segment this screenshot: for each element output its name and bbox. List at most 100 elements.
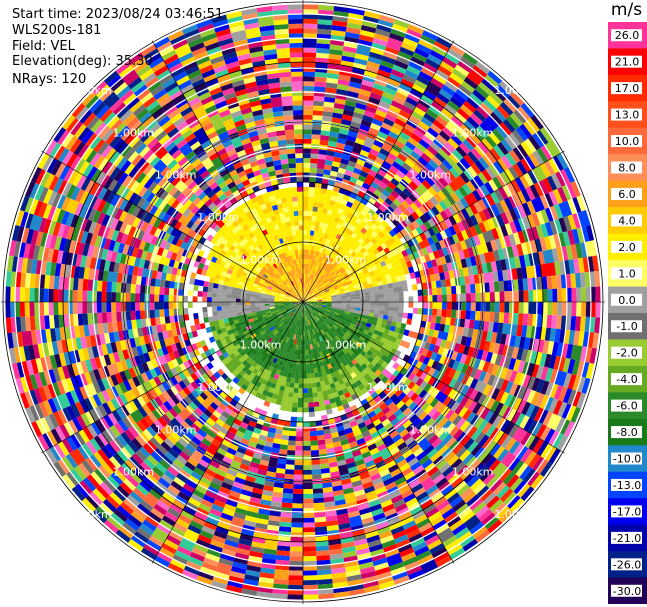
velocity-gate: [585, 286, 591, 302]
velocity-gate: [330, 361, 336, 368]
velocity-gate: [321, 178, 329, 185]
velocity-gate: [361, 321, 367, 327]
velocity-gate: [346, 385, 356, 397]
velocity-gate: [182, 569, 199, 580]
velocity-gate: [314, 327, 319, 333]
velocity-gate: [193, 313, 199, 320]
velocity-gate: [321, 316, 327, 321]
velocity-gate: [349, 176, 358, 184]
velocity-gate: [300, 340, 303, 346]
velocity-gate: [383, 508, 397, 518]
velocity-gate: [479, 102, 494, 116]
velocity-gate: [465, 257, 472, 268]
velocity-gate: [355, 265, 362, 271]
velocity-gate: [365, 384, 373, 392]
velocity-gate: [319, 310, 325, 314]
velocity-gate: [375, 521, 389, 531]
velocity-gate: [415, 217, 424, 227]
velocity-gate: [312, 211, 318, 217]
velocity-gate: [441, 309, 447, 318]
velocity-gate: [311, 313, 319, 322]
velocity-gate: [407, 313, 413, 320]
velocity-gate: [559, 419, 571, 435]
velocity-gate: [332, 156, 342, 163]
velocity-gate: [372, 282, 379, 287]
velocity-gate: [306, 335, 309, 341]
velocity-gate: [314, 255, 318, 261]
velocity-gate: [497, 343, 505, 356]
velocity-gate: [365, 295, 371, 299]
velocity-gate: [431, 547, 447, 559]
velocity-gate: [333, 286, 339, 290]
velocity-gate: [303, 230, 307, 235]
velocity-gate: [330, 327, 336, 333]
velocity-gate: [503, 280, 510, 292]
velocity-gate: [351, 449, 362, 458]
velocity-gate: [465, 310, 471, 320]
velocity-gate: [305, 349, 309, 355]
velocity-gate: [353, 489, 366, 497]
velocity-gate: [288, 575, 303, 581]
velocity-gate: [427, 466, 439, 477]
velocity-gate: [314, 290, 320, 295]
velocity-gate: [358, 561, 374, 570]
velocity-gate: [387, 239, 403, 252]
velocity-gate: [429, 397, 439, 408]
velocity-gate: [401, 200, 410, 209]
velocity-gate: [307, 302, 313, 304]
velocity-gate: [257, 513, 270, 521]
velocity-gate: [337, 389, 344, 397]
velocity-gate: [429, 196, 439, 207]
velocity-gate: [338, 522, 351, 530]
velocity-gate: [303, 167, 310, 173]
velocity-gate: [329, 170, 338, 177]
velocity-gate: [307, 303, 313, 305]
velocity-gate: [317, 578, 333, 585]
velocity-gate: [459, 420, 470, 432]
velocity-gate: [287, 445, 296, 451]
velocity-gate: [519, 255, 526, 268]
velocity-gate: [465, 387, 475, 398]
velocity-gate: [316, 241, 323, 252]
velocity-gate: [344, 289, 350, 293]
velocity-gate: [266, 391, 274, 398]
velocity-gate: [378, 100, 391, 110]
velocity-gate: [319, 324, 325, 330]
velocity-gate: [185, 560, 202, 571]
velocity-gate: [317, 574, 333, 580]
velocity-gate: [355, 179, 364, 187]
velocity-gate: [276, 550, 290, 557]
velocity-gate: [356, 158, 366, 167]
velocity-gate: [331, 306, 351, 312]
velocity-gate: [499, 291, 505, 302]
velocity-gate: [399, 131, 411, 141]
velocity-gate: [168, 295, 174, 302]
velocity-gate: [544, 221, 554, 237]
velocity-gate: [406, 356, 415, 365]
velocity-gate: [418, 424, 429, 434]
velocity-gate: [401, 249, 409, 258]
velocity-gate: [357, 383, 366, 391]
velocity-gate: [415, 277, 422, 284]
velocity-gate: [470, 302, 476, 311]
velocity-gate: [556, 434, 569, 451]
velocity-gate: [544, 192, 554, 208]
velocity-gate: [466, 180, 477, 193]
velocity-gate: [318, 325, 323, 331]
velocity-gate: [315, 322, 319, 327]
velocity-gate: [502, 471, 516, 486]
velocity-gate: [209, 508, 223, 518]
velocity-gate: [326, 72, 339, 80]
velocity-gate: [407, 223, 416, 232]
velocity-gate: [475, 529, 491, 543]
velocity-gate: [193, 284, 199, 291]
velocity-gate: [379, 126, 391, 136]
velocity-gate: [553, 385, 564, 400]
velocity-gate: [459, 142, 471, 155]
velocity-gate: [483, 321, 490, 332]
velocity-gate: [347, 466, 358, 474]
velocity-gate: [473, 175, 485, 187]
velocity-gate: [217, 521, 231, 531]
velocity-gate: [314, 71, 328, 78]
velocity-gate: [448, 440, 460, 452]
